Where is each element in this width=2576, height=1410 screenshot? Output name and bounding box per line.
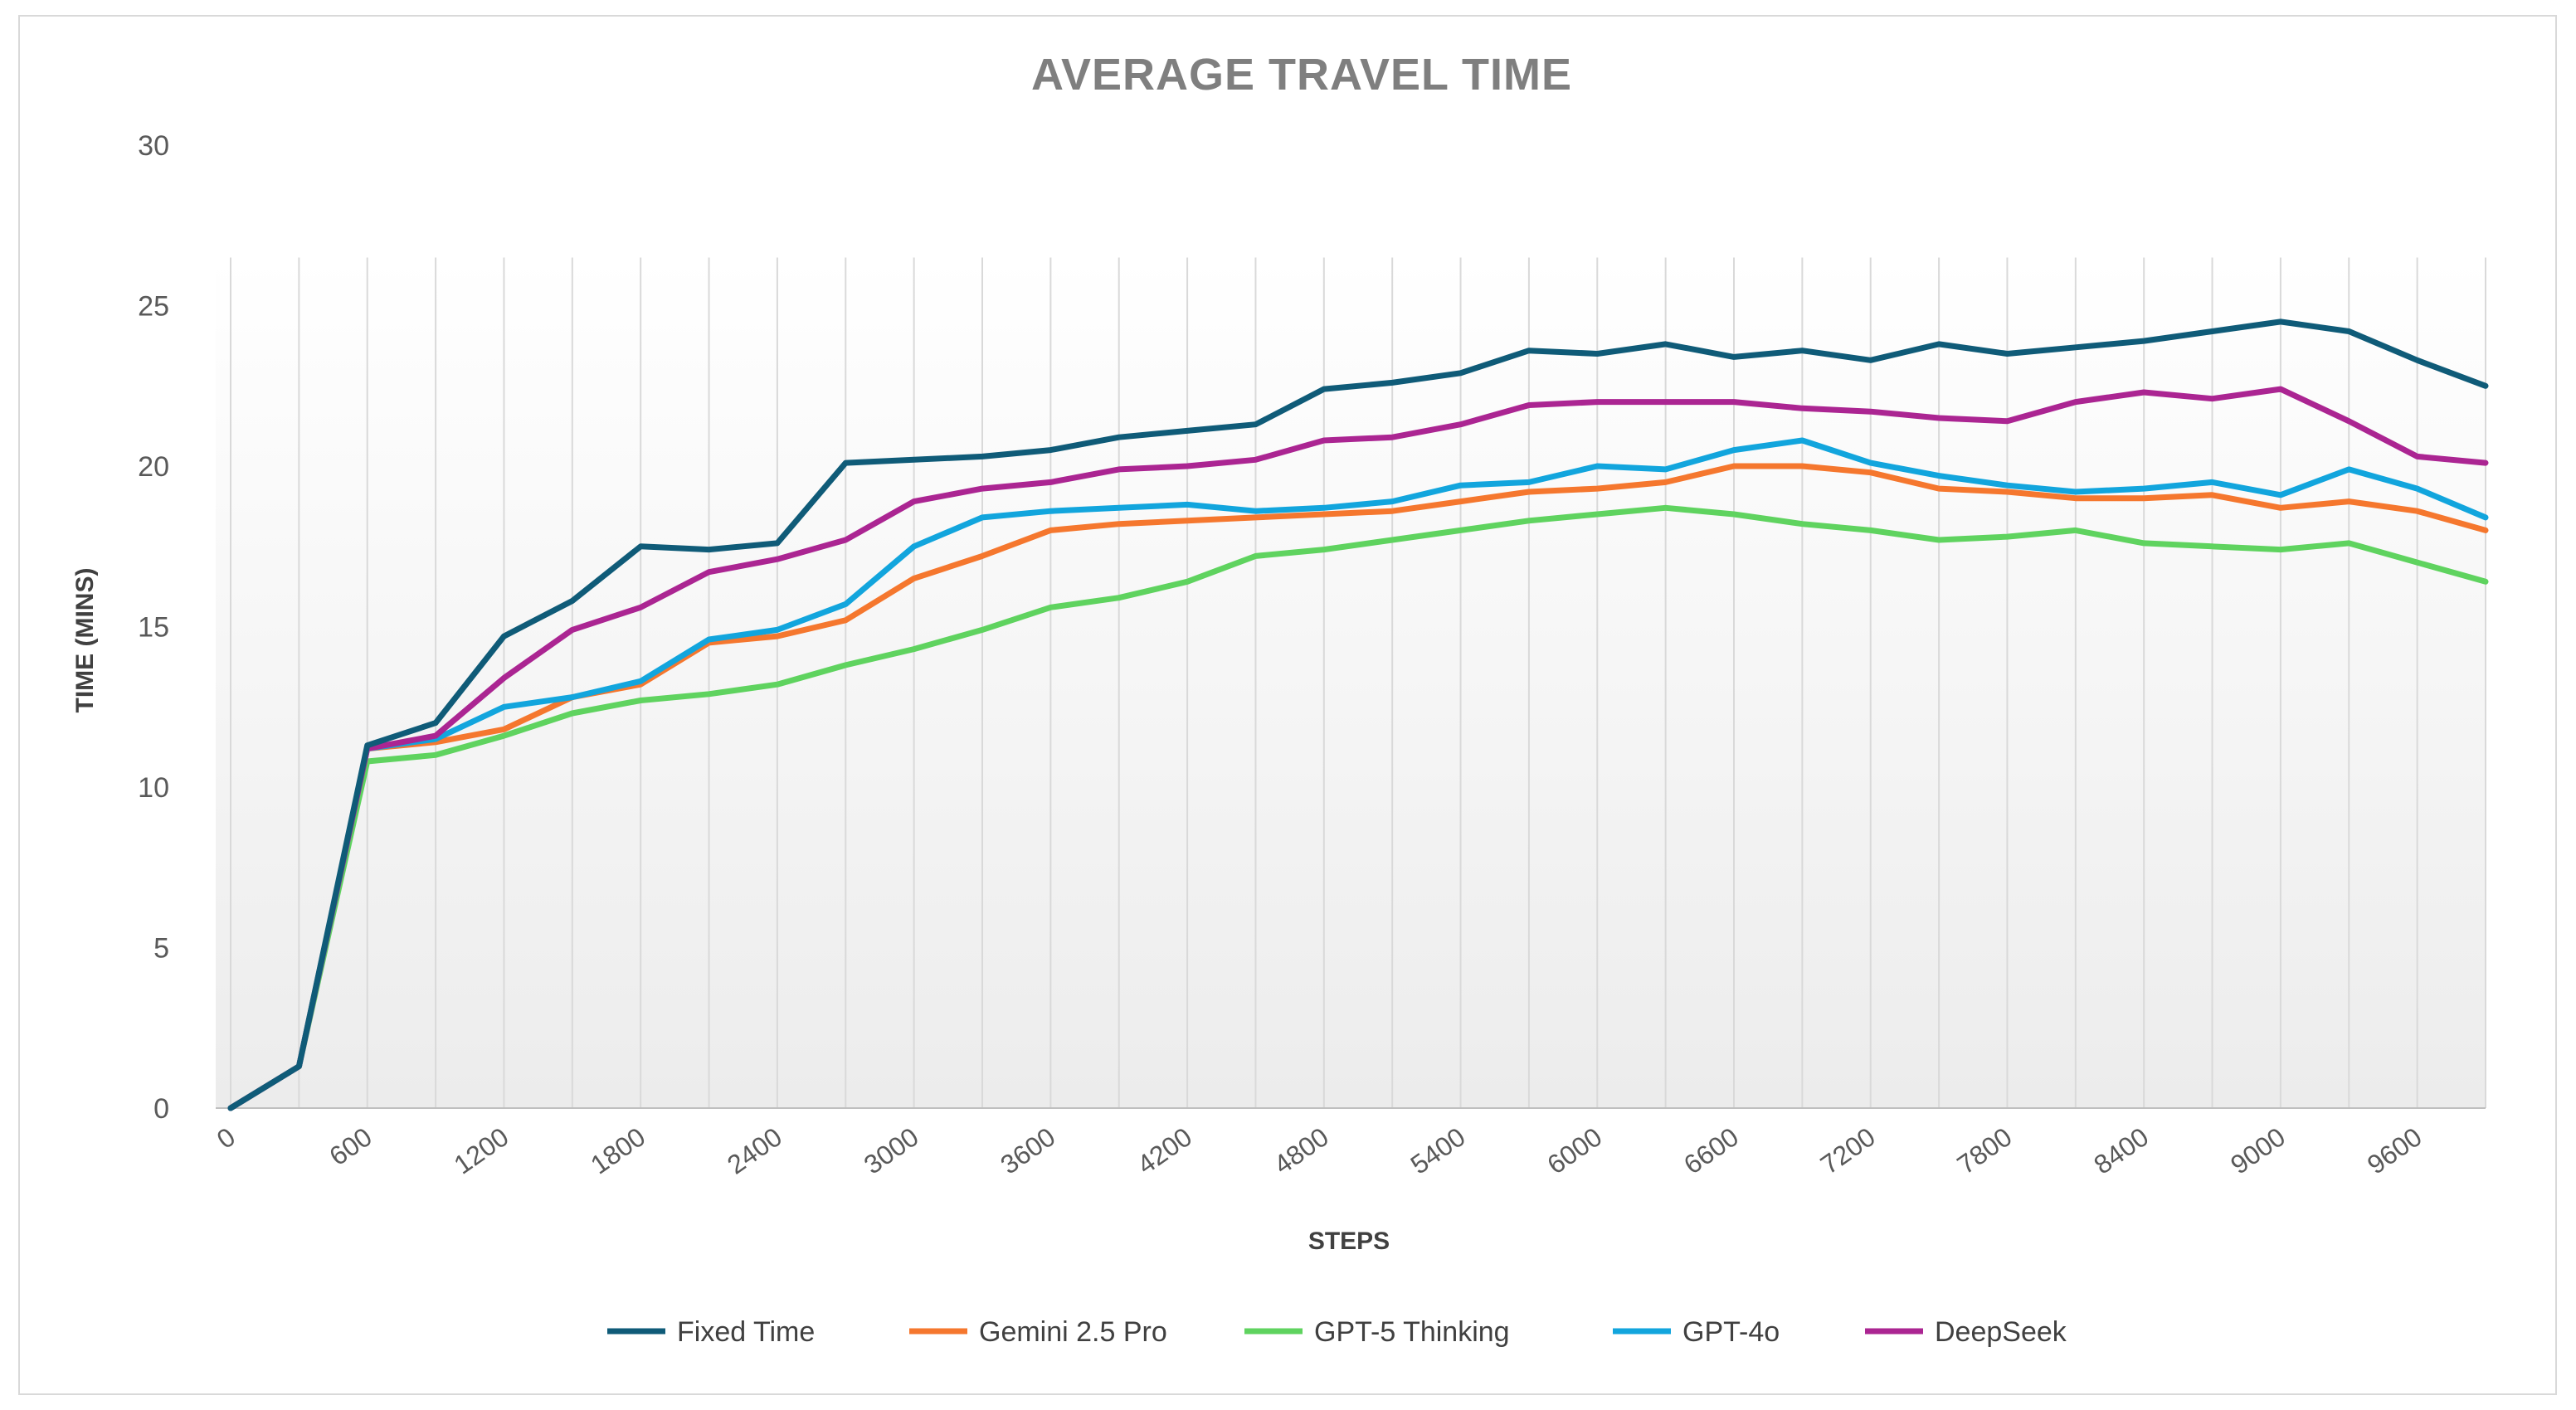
line-chart: 0 5 10 15 20 25 30 0 600 1200 1800 2400 3000 3600 420… xyxy=(71,50,2489,1348)
series-line-gpt-4o xyxy=(227,437,2489,1111)
x-tick-label: 7800 xyxy=(1952,1121,2018,1179)
y-tick-label: 0 xyxy=(153,1093,169,1125)
legend-label: DeepSeek xyxy=(1935,1316,2067,1348)
chart-title: AVERAGE TRAVEL TIME xyxy=(1031,50,1572,100)
legend: Fixed Time Gemini 2.5 Pro GPT-5 Thinking GP… xyxy=(607,1316,2067,1348)
legend-item: DeepSeek xyxy=(1865,1316,2067,1348)
x-tick-label: 600 xyxy=(324,1121,377,1171)
x-tick-label: 5400 xyxy=(1405,1121,1471,1179)
x-axis-label: STEPS xyxy=(1308,1228,1390,1255)
legend-item: GPT-4o xyxy=(1613,1316,1780,1348)
series-line-fixed-time xyxy=(227,318,2489,1111)
y-tick-label: 20 xyxy=(138,451,169,483)
series-line-deepseek xyxy=(227,386,2489,1111)
x-tick-label: 4800 xyxy=(1269,1121,1334,1179)
y-tick-label: 15 xyxy=(138,612,169,644)
legend-label: Gemini 2.5 Pro xyxy=(979,1316,1167,1348)
legend-item: Fixed Time xyxy=(607,1316,815,1348)
y-tick-label: 25 xyxy=(138,291,169,323)
y-tick-label: 30 xyxy=(138,130,169,162)
x-tick-label: 2400 xyxy=(722,1121,787,1179)
x-tick-label: 0 xyxy=(212,1121,241,1155)
legend-item: Gemini 2.5 Pro xyxy=(909,1316,1167,1348)
x-tick-label: 7200 xyxy=(1815,1121,1881,1179)
x-tick-label: 6600 xyxy=(1678,1121,1744,1179)
y-axis-label: TIME (MINS) xyxy=(71,568,99,713)
x-tick-label: 3000 xyxy=(859,1121,924,1179)
x-tick-label: 9600 xyxy=(2362,1121,2427,1179)
legend-item: GPT-5 Thinking xyxy=(1244,1316,1510,1348)
x-tick-label: 6000 xyxy=(1541,1121,1607,1179)
x-tick-label: 9000 xyxy=(2225,1121,2291,1179)
legend-label: Fixed Time xyxy=(677,1316,815,1348)
x-tick-label: 3600 xyxy=(995,1121,1060,1179)
x-tick-label: 1800 xyxy=(585,1121,650,1179)
legend-label: GPT-4o xyxy=(1682,1316,1780,1348)
chart-frame: 0 5 10 15 20 25 30 0 600 1200 1800 2400 3000 3600 420… xyxy=(18,15,2557,1395)
y-tick-label: 10 xyxy=(138,772,169,804)
x-tick-label: 8400 xyxy=(2088,1121,2154,1179)
series-line-gpt-5-thinking xyxy=(227,504,2489,1111)
legend-label: GPT-5 Thinking xyxy=(1314,1316,1510,1348)
y-tick-label: 5 xyxy=(153,933,169,965)
x-tick-label: 1200 xyxy=(449,1121,514,1179)
x-tick-label: 4200 xyxy=(1132,1121,1197,1179)
